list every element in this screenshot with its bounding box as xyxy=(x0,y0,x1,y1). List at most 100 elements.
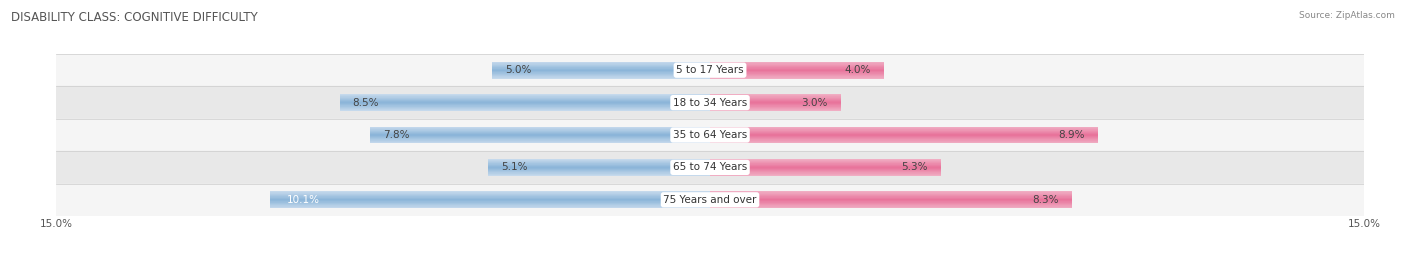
Bar xyxy=(370,134,710,135)
Bar xyxy=(710,109,841,110)
Bar xyxy=(710,166,941,167)
Bar xyxy=(710,96,841,97)
Bar xyxy=(340,96,710,97)
Bar xyxy=(710,196,1071,197)
Bar xyxy=(710,105,841,106)
Bar xyxy=(710,130,1098,131)
Bar xyxy=(270,195,710,196)
Bar xyxy=(488,171,710,172)
Bar xyxy=(710,175,941,176)
Bar xyxy=(710,101,841,102)
Bar xyxy=(710,137,1098,138)
Bar xyxy=(488,164,710,165)
Bar xyxy=(488,163,710,164)
Bar xyxy=(340,109,710,110)
Bar xyxy=(340,99,710,100)
Bar xyxy=(710,193,1071,194)
Text: 18 to 34 Years: 18 to 34 Years xyxy=(673,97,747,108)
Bar xyxy=(710,106,841,107)
Bar xyxy=(710,138,1098,139)
Bar xyxy=(340,101,710,102)
Bar xyxy=(488,168,710,169)
Bar xyxy=(710,75,884,76)
Bar xyxy=(492,67,710,68)
Bar xyxy=(340,97,710,98)
Bar xyxy=(710,97,841,98)
Bar xyxy=(710,63,884,64)
Bar xyxy=(370,130,710,131)
Bar xyxy=(710,100,841,101)
Bar xyxy=(710,134,1098,135)
Bar xyxy=(710,132,1098,133)
Bar xyxy=(488,169,710,170)
Bar xyxy=(340,108,710,109)
Bar xyxy=(710,74,884,75)
Bar xyxy=(340,98,710,99)
Bar xyxy=(270,207,710,208)
Bar xyxy=(488,170,710,171)
Bar xyxy=(488,175,710,176)
Bar xyxy=(492,68,710,69)
Text: 35 to 64 Years: 35 to 64 Years xyxy=(673,130,747,140)
Text: 5.3%: 5.3% xyxy=(901,162,928,173)
Bar xyxy=(710,62,884,63)
Bar xyxy=(492,74,710,75)
Bar xyxy=(488,173,710,174)
Bar xyxy=(370,135,710,136)
Bar xyxy=(270,196,710,197)
Bar xyxy=(370,128,710,129)
Bar xyxy=(370,140,710,141)
Bar xyxy=(710,195,1071,196)
Bar xyxy=(270,202,710,203)
Bar xyxy=(710,99,841,100)
Bar xyxy=(270,198,710,199)
Text: DISABILITY CLASS: COGNITIVE DIFFICULTY: DISABILITY CLASS: COGNITIVE DIFFICULTY xyxy=(11,11,257,24)
Bar xyxy=(710,78,884,79)
Bar xyxy=(492,76,710,77)
Bar xyxy=(710,172,941,173)
Bar xyxy=(710,94,841,95)
Bar xyxy=(340,95,710,96)
Bar xyxy=(710,108,841,109)
Bar xyxy=(370,127,710,128)
Bar xyxy=(710,159,941,160)
Bar xyxy=(710,72,884,73)
Bar xyxy=(710,77,884,78)
Bar xyxy=(710,95,841,96)
Text: 3.0%: 3.0% xyxy=(801,97,828,108)
Bar xyxy=(340,100,710,101)
Bar xyxy=(710,174,941,175)
Bar xyxy=(488,160,710,161)
Bar xyxy=(710,127,1098,128)
Bar xyxy=(370,139,710,140)
Text: 75 Years and over: 75 Years and over xyxy=(664,195,756,205)
Bar xyxy=(270,200,710,201)
Bar xyxy=(492,72,710,73)
Bar xyxy=(710,128,1098,129)
Bar xyxy=(370,133,710,134)
Bar xyxy=(340,94,710,95)
Bar xyxy=(710,167,941,168)
Bar xyxy=(488,162,710,163)
Text: 10.1%: 10.1% xyxy=(287,195,321,205)
Bar xyxy=(710,102,841,103)
Bar xyxy=(56,151,1364,184)
Text: 5 to 17 Years: 5 to 17 Years xyxy=(676,65,744,75)
Bar xyxy=(270,191,710,192)
Bar xyxy=(710,205,1071,206)
Bar xyxy=(710,173,941,174)
Bar xyxy=(492,65,710,66)
Text: 7.8%: 7.8% xyxy=(382,130,409,140)
Bar xyxy=(710,70,884,71)
Bar xyxy=(340,110,710,111)
Bar xyxy=(710,65,884,66)
Bar xyxy=(492,75,710,76)
Bar xyxy=(710,139,1098,140)
Bar xyxy=(340,104,710,105)
Bar xyxy=(488,172,710,173)
Bar xyxy=(270,204,710,205)
Text: 65 to 74 Years: 65 to 74 Years xyxy=(673,162,747,173)
Bar xyxy=(710,199,1071,200)
Bar xyxy=(492,66,710,67)
Bar xyxy=(710,201,1071,202)
